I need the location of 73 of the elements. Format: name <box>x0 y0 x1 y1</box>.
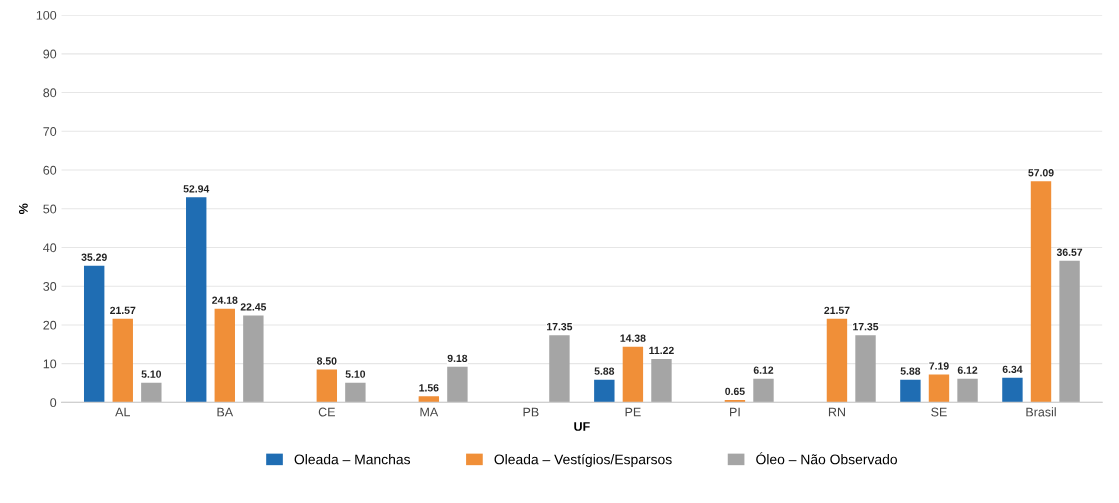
data-label: 6.12 <box>753 366 774 374</box>
bar <box>243 315 264 403</box>
data-label: 36.57 <box>1056 248 1083 256</box>
data-label: 57.09 <box>1028 169 1054 177</box>
data-label: 5.10 <box>345 370 366 378</box>
x-axis-title: UF <box>574 422 590 431</box>
data-label: 6.34 <box>1002 365 1023 374</box>
bar <box>1030 181 1052 403</box>
x-tick-label: RN <box>828 407 845 417</box>
data-label: 6.12 <box>957 366 978 374</box>
bar <box>900 379 921 403</box>
bar <box>345 382 366 403</box>
data-label: 52.94 <box>183 185 210 193</box>
x-tick-label: SE <box>931 407 947 417</box>
bar <box>753 378 774 403</box>
data-label: 21.57 <box>824 306 850 315</box>
data-label: 0.65 <box>725 387 745 396</box>
bar <box>594 379 615 403</box>
y-axis-title: % <box>18 203 28 214</box>
bar <box>141 382 162 403</box>
data-label: 5.10 <box>141 370 162 378</box>
data-label: 8.50 <box>317 357 337 365</box>
data-label: 11.22 <box>649 346 674 354</box>
data-label: 35.29 <box>81 253 107 261</box>
bar <box>1059 260 1080 403</box>
data-label: 24.18 <box>212 296 238 304</box>
y-tick-label: 80 <box>43 88 57 98</box>
bar <box>447 366 468 403</box>
bar <box>112 318 133 403</box>
data-label: 14.38 <box>620 334 646 342</box>
y-tick-label: 60 <box>43 165 57 175</box>
data-label: 9.18 <box>447 354 468 363</box>
bar <box>826 318 848 403</box>
x-tick-label: PE <box>625 407 641 417</box>
data-label: 21.57 <box>110 306 136 315</box>
data-label: 1.56 <box>419 384 439 392</box>
legend-label: Oleada – Manchas <box>294 454 411 465</box>
y-tick-label: 40 <box>43 243 57 253</box>
bar <box>928 374 950 403</box>
bar <box>651 358 672 403</box>
data-label: 17.35 <box>853 322 879 331</box>
bar <box>622 346 644 403</box>
bar <box>855 335 876 403</box>
x-tick-label: BA <box>217 407 234 417</box>
x-tick-label: PB <box>523 407 539 417</box>
bar <box>316 369 338 403</box>
y-tick-label: 90 <box>43 49 57 59</box>
x-tick-label: CE <box>318 407 335 417</box>
y-tick-label: 70 <box>43 127 57 136</box>
data-label: 7.19 <box>929 362 949 370</box>
bar <box>418 396 440 403</box>
x-tick-label: MA <box>420 407 439 417</box>
x-tick-label: Brasil <box>1026 407 1056 417</box>
data-label: 22.45 <box>240 303 267 311</box>
data-label: 5.88 <box>594 367 615 375</box>
bar <box>214 308 235 403</box>
legend-label: Óleo – Não Observado <box>756 452 898 465</box>
bar <box>957 378 978 403</box>
y-tick-label: 10 <box>43 359 57 369</box>
bar <box>1002 377 1023 403</box>
x-tick-label: AL <box>115 407 130 417</box>
bar <box>549 335 570 403</box>
legend-label: Oleada – Vestígios/Esparsos <box>494 453 672 468</box>
y-tick-label: 20 <box>43 320 57 330</box>
x-tick-label: PI <box>730 407 740 417</box>
y-tick-label: 30 <box>43 282 57 291</box>
y-tick-label: 50 <box>43 204 57 214</box>
data-label: 17.35 <box>547 322 573 331</box>
bar <box>83 265 105 403</box>
bar <box>186 197 207 403</box>
y-tick-label: 0 <box>50 398 57 408</box>
data-label: 5.88 <box>900 367 921 375</box>
y-tick-label: 100 <box>36 10 57 20</box>
